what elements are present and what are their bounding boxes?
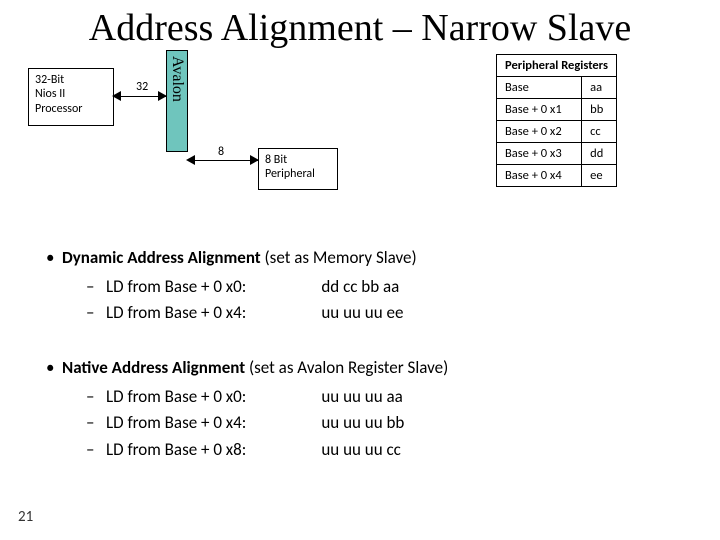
arrow-right-icon <box>158 91 167 101</box>
arrow-left-icon <box>112 91 121 101</box>
list-item: –LD from Base + 0 x8: uu uu uu cc <box>86 438 448 463</box>
dynamic-alignment-section: •Dynamic Address Alignment (set as Memor… <box>46 246 417 328</box>
processor-line3: Processor <box>35 102 107 116</box>
bus-proc-width: 32 <box>136 80 148 94</box>
reg-table-header: Peripheral Registers <box>497 55 617 77</box>
table-row: Base + 0 x3dd <box>497 143 617 165</box>
processor-line2: Nios II <box>35 87 107 101</box>
peripheral-registers-table: Peripheral Registers Baseaa Base + 0 x1b… <box>496 54 617 187</box>
table-row: Base + 0 x2cc <box>497 121 617 143</box>
list-item: –LD from Base + 0 x0: dd cc bb aa <box>86 275 417 300</box>
list-item: –LD from Base + 0 x4: uu uu uu ee <box>86 301 417 326</box>
peripheral-box: 8 Bit Peripheral <box>258 148 338 190</box>
bus-periph-width: 8 <box>218 145 224 159</box>
list-item: –LD from Base + 0 x4: uu uu uu bb <box>86 411 448 436</box>
table-row: Base + 0 x4ee <box>497 165 617 187</box>
list-item: –LD from Base + 0 x0: uu uu uu aa <box>86 385 448 410</box>
processor-line1: 32-Bit <box>35 73 107 87</box>
section2-heading: •Native Address Alignment (set as Avalon… <box>46 356 448 381</box>
avalon-label: Avalon <box>168 56 186 102</box>
peripheral-line1: 8 Bit <box>265 153 331 167</box>
section1-heading: •Dynamic Address Alignment (set as Memor… <box>46 246 417 271</box>
peripheral-line2: Peripheral <box>265 167 331 181</box>
table-row: Base + 0 x1bb <box>497 99 617 121</box>
native-alignment-section: •Native Address Alignment (set as Avalon… <box>46 356 448 465</box>
arrow-left-icon <box>186 155 195 165</box>
processor-box: 32-Bit Nios II Processor <box>28 68 114 126</box>
page-number: 21 <box>18 508 33 526</box>
bus-avalon-periph <box>188 160 258 161</box>
slide-title: Address Alignment – Narrow Slave <box>0 6 720 50</box>
table-row: Baseaa <box>497 77 617 99</box>
